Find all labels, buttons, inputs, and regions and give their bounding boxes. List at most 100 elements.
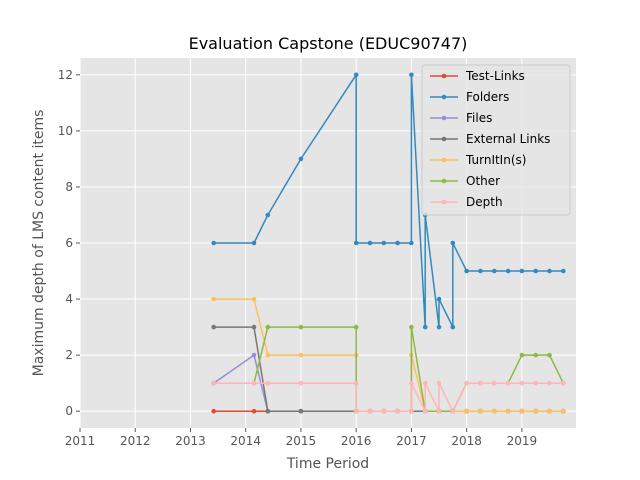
- legend-swatch-marker: [441, 115, 447, 121]
- data-point: [298, 380, 304, 386]
- data-point: [353, 240, 359, 246]
- data-point: [422, 380, 428, 386]
- data-point: [381, 240, 387, 246]
- data-point: [464, 408, 469, 414]
- legend-label: Folders: [466, 90, 509, 104]
- y-axis-label: Maximum depth of LMS content items: [31, 110, 47, 377]
- data-point: [353, 380, 359, 386]
- legend-swatch-marker: [441, 73, 447, 79]
- data-point: [492, 268, 497, 274]
- data-point: [298, 352, 304, 358]
- data-point: [547, 408, 552, 414]
- data-point: [353, 324, 359, 330]
- y-tick-label: 4: [65, 292, 73, 306]
- data-point: [519, 268, 525, 274]
- legend-label: Depth: [466, 195, 503, 209]
- data-point: [211, 296, 216, 302]
- data-point: [450, 408, 456, 414]
- data-point: [505, 380, 511, 386]
- data-point: [547, 380, 552, 386]
- data-point: [533, 268, 538, 274]
- legend-label: Test-Links: [465, 69, 525, 83]
- data-point: [561, 408, 566, 414]
- legend-label: TurnItIn(s): [465, 153, 526, 167]
- data-point: [450, 240, 456, 246]
- x-tick-label: 2019: [507, 434, 538, 448]
- legend-item: Folders: [430, 90, 509, 104]
- x-axis-label: Time Period: [286, 456, 369, 472]
- data-point: [478, 268, 483, 274]
- x-tick-label: 2014: [230, 434, 261, 448]
- data-point: [211, 324, 216, 330]
- data-point: [298, 156, 304, 162]
- legend-item: External Links: [430, 132, 550, 146]
- data-point: [436, 296, 442, 302]
- data-point: [464, 268, 469, 274]
- data-point: [367, 408, 373, 414]
- y-tick-label: 2: [65, 348, 73, 362]
- data-point: [409, 408, 414, 414]
- y-tick-label: 8: [65, 180, 73, 194]
- data-point: [505, 408, 511, 414]
- data-point: [251, 324, 257, 330]
- x-axis-ticks: 2011 2012 2013 2014 2015 2016 2017 2018 2019: [65, 428, 537, 448]
- data-point: [395, 240, 400, 246]
- data-point: [395, 408, 400, 414]
- x-tick-label: 2017: [396, 434, 427, 448]
- data-point: [265, 324, 271, 330]
- data-point: [561, 380, 566, 386]
- legend-label: Files: [466, 111, 492, 125]
- data-point: [492, 408, 497, 414]
- data-point: [409, 72, 414, 78]
- legend-swatch-marker: [441, 178, 447, 184]
- y-tick-label: 0: [65, 404, 73, 418]
- data-point: [353, 72, 359, 78]
- data-point: [251, 296, 257, 302]
- x-tick-label: 2012: [120, 434, 151, 448]
- data-point: [265, 352, 271, 358]
- data-point: [436, 408, 442, 414]
- data-point: [381, 408, 387, 414]
- legend: Test-Links Folders Files External Links Turn…: [421, 64, 571, 216]
- y-tick-label: 6: [65, 236, 73, 250]
- legend-item: TurnItIn(s): [430, 153, 526, 167]
- legend-item: Test-Links: [430, 69, 525, 83]
- data-point: [422, 408, 428, 414]
- legend-swatch-marker: [441, 94, 447, 100]
- data-point: [561, 268, 566, 274]
- data-point: [422, 324, 428, 330]
- data-point: [533, 408, 538, 414]
- data-point: [211, 240, 216, 246]
- data-point: [547, 268, 552, 274]
- data-point: [478, 408, 483, 414]
- data-point: [251, 352, 257, 358]
- data-point: [298, 324, 304, 330]
- x-tick-label: 2016: [341, 434, 372, 448]
- data-point: [492, 380, 497, 386]
- data-point: [519, 352, 525, 358]
- x-tick-label: 2015: [286, 434, 317, 448]
- data-point: [547, 352, 552, 358]
- data-point: [436, 324, 442, 330]
- data-point: [464, 380, 469, 386]
- data-point: [265, 380, 271, 386]
- x-tick-label: 2011: [65, 434, 96, 448]
- data-point: [450, 324, 456, 330]
- data-point: [367, 240, 373, 246]
- data-point: [409, 240, 414, 246]
- data-point: [211, 380, 216, 386]
- y-tick-label: 10: [58, 124, 73, 138]
- legend-item: Other: [430, 174, 500, 188]
- data-point: [505, 268, 511, 274]
- legend-label: External Links: [466, 132, 550, 146]
- legend-swatch-marker: [441, 199, 447, 205]
- legend-label: Other: [466, 174, 500, 188]
- data-point: [251, 240, 257, 246]
- legend-swatch-marker: [441, 157, 447, 163]
- series-line: [213, 298, 564, 412]
- x-tick-label: 2013: [175, 434, 206, 448]
- legend-swatch-marker: [441, 136, 447, 142]
- data-point: [251, 408, 257, 414]
